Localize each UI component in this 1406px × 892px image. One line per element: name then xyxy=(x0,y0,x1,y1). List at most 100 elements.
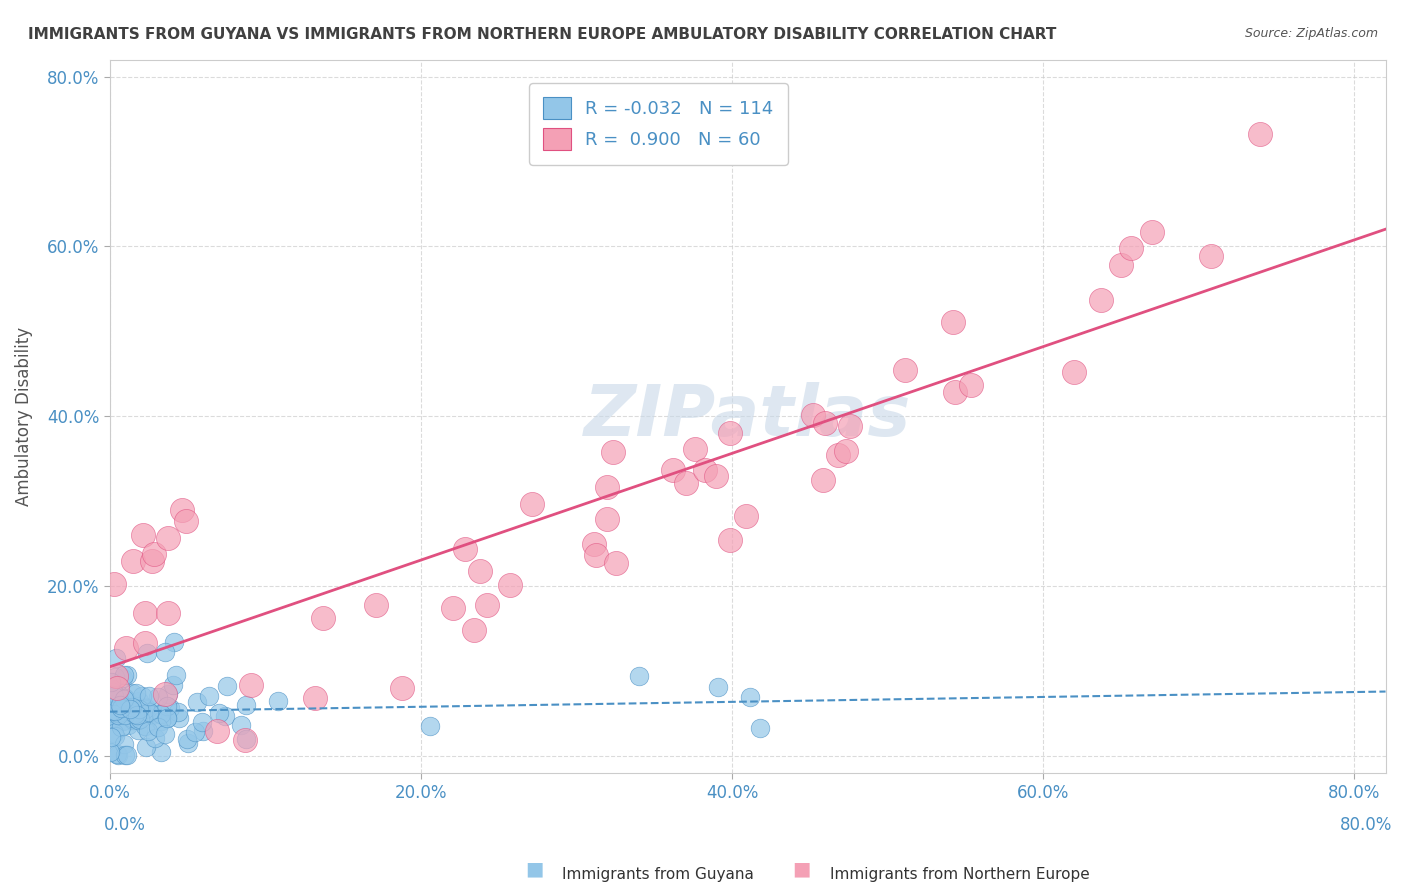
Point xyxy=(827,448,849,462)
Point xyxy=(453,542,475,557)
Point xyxy=(100,695,122,709)
Point xyxy=(155,727,177,741)
Point xyxy=(441,600,464,615)
Point xyxy=(115,748,138,763)
Point xyxy=(582,537,605,551)
Point xyxy=(104,651,127,665)
Point xyxy=(177,736,200,750)
Point xyxy=(267,694,290,708)
Point xyxy=(114,692,136,706)
Point xyxy=(117,693,139,707)
Point xyxy=(107,748,129,763)
Point xyxy=(186,694,208,708)
Point xyxy=(104,704,127,718)
Point xyxy=(127,723,149,737)
Point xyxy=(235,698,257,712)
Point xyxy=(121,686,143,700)
Point xyxy=(103,577,125,591)
Point xyxy=(141,708,163,723)
Point xyxy=(141,554,163,568)
Point xyxy=(134,700,156,714)
Point xyxy=(157,606,180,620)
Point xyxy=(814,416,837,430)
Point xyxy=(463,623,485,637)
Point xyxy=(304,691,326,706)
Point xyxy=(100,698,122,713)
Point xyxy=(105,747,128,762)
Point xyxy=(125,685,148,699)
Point xyxy=(605,556,627,570)
Point xyxy=(146,706,169,721)
Point xyxy=(149,706,172,721)
Point xyxy=(101,698,124,712)
Point xyxy=(146,690,169,704)
Point xyxy=(748,722,770,736)
Point xyxy=(1109,258,1132,272)
Legend: R = -0.032   N = 114, R =  0.900   N = 60: R = -0.032 N = 114, R = 0.900 N = 60 xyxy=(529,83,787,165)
Point xyxy=(103,725,125,739)
Point xyxy=(183,725,205,739)
Point xyxy=(104,689,127,703)
Point xyxy=(127,708,149,723)
Point xyxy=(1142,225,1164,239)
Text: Immigrants from Northern Europe: Immigrants from Northern Europe xyxy=(830,867,1090,881)
Point xyxy=(135,740,157,755)
Text: 0.0%: 0.0% xyxy=(104,816,145,834)
Point xyxy=(128,694,150,708)
Point xyxy=(839,419,862,434)
Point xyxy=(803,408,825,422)
Point xyxy=(149,714,172,728)
Point xyxy=(108,705,131,719)
Point xyxy=(596,512,619,526)
Point xyxy=(100,706,122,720)
Point xyxy=(110,701,132,715)
Point xyxy=(960,377,983,392)
Point xyxy=(162,678,184,692)
Point xyxy=(110,720,132,734)
Point xyxy=(170,503,193,517)
Point xyxy=(475,598,498,612)
Point xyxy=(366,598,388,612)
Point xyxy=(695,463,717,477)
Point xyxy=(419,718,441,732)
Point xyxy=(112,714,135,728)
Point xyxy=(132,527,155,541)
Point xyxy=(100,674,122,689)
Point xyxy=(120,702,142,716)
Point xyxy=(104,670,127,684)
Point xyxy=(111,699,134,714)
Point xyxy=(121,711,143,725)
Point xyxy=(114,690,136,705)
Text: Immigrants from Guyana: Immigrants from Guyana xyxy=(562,867,754,881)
Point xyxy=(134,702,156,716)
Point xyxy=(107,714,129,728)
Point xyxy=(107,706,129,720)
Point xyxy=(136,724,159,739)
Point xyxy=(208,706,231,721)
Point xyxy=(1063,365,1085,379)
Point xyxy=(112,668,135,682)
Point xyxy=(1090,293,1112,308)
Point xyxy=(129,703,152,717)
Text: ZIPatlas: ZIPatlas xyxy=(583,382,911,450)
Point xyxy=(167,705,190,719)
Point xyxy=(627,669,650,683)
Text: 80.0%: 80.0% xyxy=(1340,816,1392,834)
Point xyxy=(602,445,624,459)
Point xyxy=(156,531,179,545)
Point xyxy=(499,578,522,592)
Point xyxy=(718,533,741,548)
Point xyxy=(153,687,176,701)
Point xyxy=(138,689,160,703)
Point xyxy=(468,565,491,579)
Point xyxy=(101,684,124,698)
Point xyxy=(108,698,131,713)
Text: ■: ■ xyxy=(524,859,544,878)
Point xyxy=(150,745,173,759)
Point xyxy=(112,737,135,751)
Point xyxy=(718,425,741,440)
Point xyxy=(595,479,617,493)
Point xyxy=(107,708,129,723)
Point xyxy=(734,508,756,523)
Point xyxy=(101,704,124,718)
